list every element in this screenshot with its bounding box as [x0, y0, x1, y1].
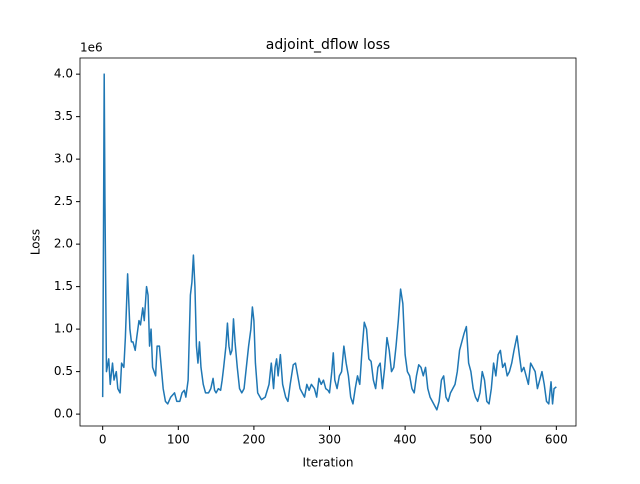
offset-label: 1e6 [80, 41, 103, 55]
x-tick-label: 400 [394, 433, 417, 447]
x-tick-label: 600 [545, 433, 568, 447]
y-tick-label: 0.0 [54, 407, 73, 421]
y-tick-label: 0.5 [54, 364, 73, 378]
y-tick-label: 4.0 [54, 67, 73, 81]
y-axis-label: Loss [29, 229, 43, 255]
x-tick-label: 300 [318, 433, 341, 447]
y-tick-label: 2.0 [54, 237, 73, 251]
x-tick-label: 0 [99, 433, 107, 447]
line-series [101, 73, 557, 411]
plot-frame [79, 57, 577, 427]
y-tick-label: 3.5 [54, 109, 73, 123]
chart-title: adjoint_dflow loss [266, 37, 390, 53]
y-tick-label: 3.0 [54, 152, 73, 166]
y-tick-label: 2.5 [54, 194, 73, 208]
x-tick-label: 100 [167, 433, 190, 447]
x-tick-label: 500 [469, 433, 492, 447]
y-tick-label: 1.0 [54, 322, 73, 336]
x-axis-label: Iteration [303, 456, 354, 470]
y-tick-label: 1.5 [54, 279, 73, 293]
x-tick-label: 200 [242, 433, 265, 447]
